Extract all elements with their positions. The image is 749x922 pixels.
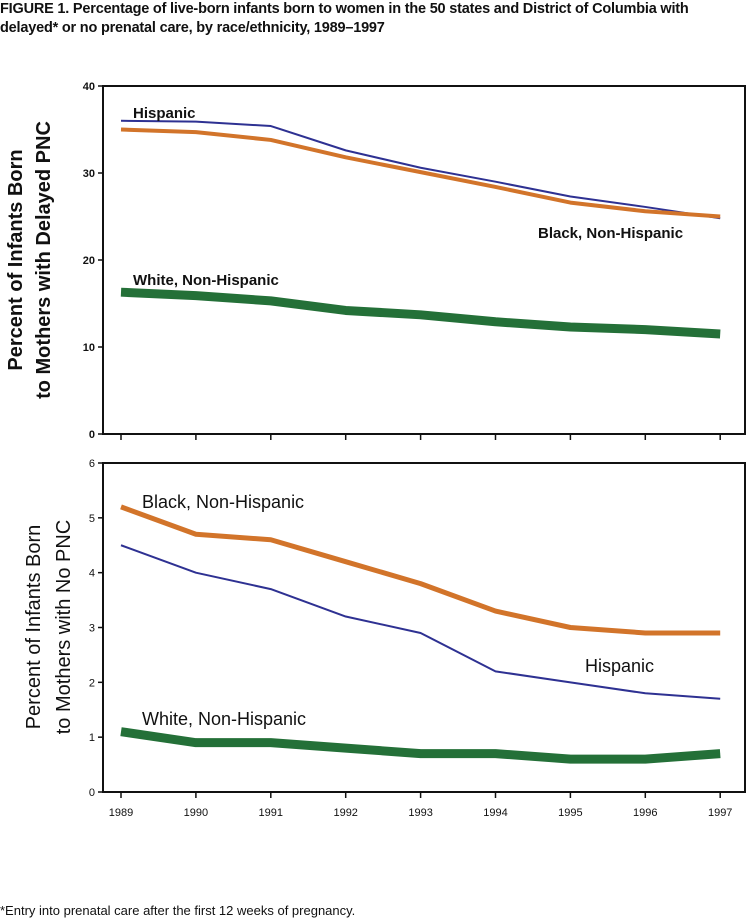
- plot-frame: [102, 85, 746, 435]
- chart-panel-1: 0 10 20 30 40 Percent of Infants Born to Mothe…: [5, 81, 746, 441]
- x-tick-label: 1992: [333, 807, 357, 819]
- y-axis-label: Percent of Infants Born: [5, 149, 27, 370]
- series-label: White, Non-Hispanic: [142, 709, 306, 729]
- y-tick-label: 2: [89, 677, 95, 689]
- x-tick-label: 1993: [408, 807, 432, 819]
- y-tick-label: 0: [89, 429, 95, 441]
- x-tick-label: 1994: [483, 807, 507, 819]
- x-tick-label: 1996: [633, 807, 657, 819]
- y-axis-label: to Mothers with Delayed PNC: [33, 121, 55, 399]
- y-tick-label: 0: [89, 787, 95, 799]
- y-tick-label: 4: [89, 568, 95, 580]
- series-line-white-non-hispanic: [120, 727, 721, 764]
- y-tick-label: 3: [89, 623, 95, 635]
- y-tick-label: 40: [83, 81, 95, 93]
- x-tick-label: 1990: [184, 807, 208, 819]
- y-axis-label: Percent of Infants Born: [23, 525, 45, 730]
- y-tick-label: 30: [83, 168, 95, 180]
- figure-title: FIGURE 1. Percentage of live-born infant…: [0, 1, 689, 36]
- series-line-black-non-hispanic: [120, 127, 721, 219]
- y-tick-label: 1: [89, 732, 95, 744]
- y-tick-label: 20: [83, 255, 95, 267]
- footnote: *Entry into prenatal care after the firs…: [0, 903, 356, 918]
- series-label: Hispanic: [585, 656, 654, 676]
- y-axis-label: to Mothers with No PNC: [53, 520, 75, 735]
- series-label: White, Non-Hispanic: [133, 272, 279, 289]
- series-line-white-non-hispanic: [120, 287, 721, 339]
- chart-panel-2: 0 1 2 3 4 5 6 1989 1990 1991 1992 1993 1994 1995 1996 1…: [23, 458, 746, 819]
- y-tick-label: 5: [89, 513, 95, 525]
- x-tick-label: 1991: [259, 807, 283, 819]
- series-line-black-non-hispanic: [120, 504, 721, 636]
- x-tick-label: 1997: [708, 807, 732, 819]
- y-tick-label: 6: [89, 458, 95, 470]
- series-label: Hispanic: [133, 105, 196, 122]
- x-tick-label: 1995: [558, 807, 582, 819]
- series-label: Black, Non-Hispanic: [142, 492, 304, 512]
- series-label: Black, Non-Hispanic: [538, 225, 683, 242]
- x-tick-label: 1989: [109, 807, 133, 819]
- y-tick-label: 10: [83, 342, 95, 354]
